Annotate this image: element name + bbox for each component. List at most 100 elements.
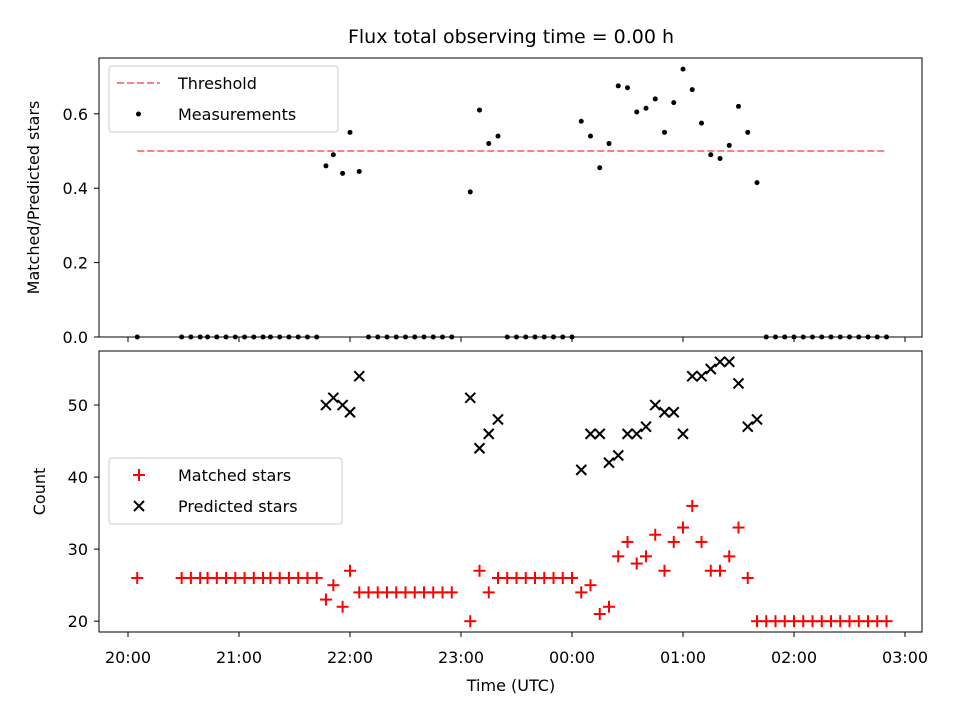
x-tick-label: 21:00 xyxy=(216,648,262,667)
matched-star-point xyxy=(319,593,332,606)
matched-star-point xyxy=(473,564,486,577)
measurement-point xyxy=(625,85,630,91)
bottom-y-axis-label: Count xyxy=(30,468,49,516)
measurement-point xyxy=(330,152,336,158)
measurement-point xyxy=(726,142,732,148)
measurement-point xyxy=(578,118,584,124)
matched-star-point xyxy=(344,564,356,577)
measurement-point xyxy=(467,189,473,195)
bottom-panel-frame xyxy=(98,350,923,633)
bottom-y-tick-label: 40 xyxy=(68,468,88,487)
matched-star-point xyxy=(603,600,615,613)
measurement-point xyxy=(486,141,492,147)
predicted-star-point xyxy=(714,356,726,368)
x-tick-label: 00:00 xyxy=(549,648,595,667)
predicted-star-point xyxy=(327,392,340,404)
measurement-point xyxy=(588,133,593,139)
predicted-star-point xyxy=(723,356,735,368)
predicted-star-point xyxy=(492,413,504,426)
top-y-tick-label: 0.0 xyxy=(63,328,88,347)
bottom-y-tick-label: 30 xyxy=(68,540,88,559)
predicted-star-point xyxy=(649,399,661,411)
predicted-star-point xyxy=(594,428,606,440)
measurement-point xyxy=(671,100,677,106)
predicted-star-point xyxy=(640,420,652,433)
predicted-star-point xyxy=(705,363,717,375)
matched-star-point xyxy=(723,550,736,563)
matched-star-point xyxy=(482,586,495,599)
top-panel-frame xyxy=(98,57,923,338)
matched-star-point xyxy=(658,564,671,577)
matched-star-point xyxy=(630,557,643,570)
top-y-axis-label: Matched/Predicted stars xyxy=(24,101,43,295)
matched-star-point xyxy=(336,600,349,613)
top-y-tick-label: 0.6 xyxy=(63,105,88,124)
matched-star-point xyxy=(649,528,662,541)
matched-star-point xyxy=(575,586,588,599)
measurement-point xyxy=(643,105,649,111)
predicted-star-point xyxy=(621,428,634,440)
top-legend: Threshold Measurements xyxy=(108,65,339,133)
legend-measurements-swatch xyxy=(136,111,141,117)
top-legend-frame xyxy=(108,65,339,133)
x-tick-label: 20:00 xyxy=(105,648,151,667)
predicted-star-point xyxy=(751,413,763,426)
predicted-star-point xyxy=(668,406,680,418)
x-tick-label: 23:00 xyxy=(438,648,484,667)
legend-matched-label: Matched stars xyxy=(178,466,291,485)
matched-star-point xyxy=(677,521,689,534)
measurement-point xyxy=(340,170,346,176)
matched-star-point xyxy=(464,615,477,628)
measurement-point xyxy=(689,87,695,93)
bottom-panel: 20 30 40 50 20:00 21:00 22:00 23:00 00:00 01:00 0… xyxy=(30,350,928,695)
measurement-point xyxy=(477,107,482,113)
top-x-ticks xyxy=(127,337,906,342)
matched-star-point xyxy=(612,550,625,563)
measurement-point xyxy=(717,155,723,161)
measurement-point xyxy=(606,141,612,147)
measurement-point xyxy=(699,120,704,126)
predicted-star-point xyxy=(353,370,365,382)
measurement-point xyxy=(495,133,501,139)
matched-star-point xyxy=(732,521,745,534)
predicted-star-point xyxy=(603,456,615,469)
matched-star-point xyxy=(880,615,893,628)
measurement-point xyxy=(597,165,603,171)
bottom-legend: Matched stars Predicted stars xyxy=(108,457,343,525)
matched-star-point xyxy=(566,571,578,584)
predicted-star-point xyxy=(742,420,754,433)
bottom-x-ticks: 20:00 21:00 22:00 23:00 00:00 01:00 02:00 03:00 xyxy=(105,632,928,667)
bottom-y-ticks: 20 30 40 50 xyxy=(68,396,99,631)
top-y-ticks: 0.0 0.2 0.4 0.6 xyxy=(63,105,99,347)
matched-star-point xyxy=(445,586,458,599)
predicted-star-point xyxy=(584,428,597,440)
x-tick-label: 02:00 xyxy=(771,648,817,667)
predicted-star-point xyxy=(344,406,356,418)
matched-star-point xyxy=(714,564,726,577)
x-tick-label: 03:00 xyxy=(882,648,928,667)
top-panel: 0.0 0.2 0.4 0.6 Matched/Predicted stars Thr… xyxy=(24,57,923,347)
bottom-legend-frame xyxy=(108,457,343,525)
bottom-marks xyxy=(131,356,893,628)
measurement-point xyxy=(652,96,658,102)
predicted-star-point xyxy=(686,370,698,382)
matched-star-point xyxy=(621,535,634,548)
x-tick-label: 01:00 xyxy=(660,648,706,667)
matched-star-point xyxy=(741,571,754,584)
x-tick-label: 22:00 xyxy=(327,648,373,667)
x-axis-label: Time (UTC) xyxy=(466,676,555,695)
top-y-tick-label: 0.2 xyxy=(63,254,88,273)
matched-star-point xyxy=(310,571,323,584)
figure-title: Flux total observing time = 0.00 h xyxy=(348,26,674,48)
legend-predicted-label: Predicted stars xyxy=(178,497,298,516)
measurement-point xyxy=(736,103,741,109)
measurement-point xyxy=(615,83,621,89)
matched-star-point xyxy=(667,535,680,548)
legend-predicted-swatch xyxy=(133,500,145,512)
predicted-star-point xyxy=(695,370,708,382)
predicted-star-point xyxy=(612,449,624,462)
predicted-star-point xyxy=(677,428,689,440)
measurement-point xyxy=(323,163,329,169)
measurement-point xyxy=(634,109,640,115)
